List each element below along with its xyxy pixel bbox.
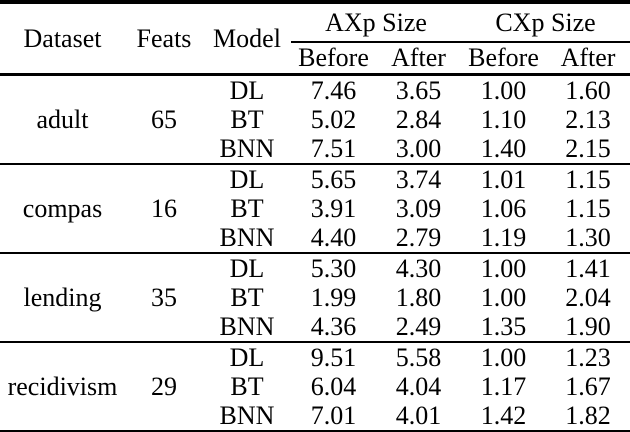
header-row-groups: Dataset Feats Model AXp Size CXp Size (0, 2, 630, 53)
axp-before-value: 5.65 (310, 165, 357, 194)
feats-count: 16 (151, 194, 177, 223)
model-name: DL (229, 165, 265, 194)
feats-count: 29 (151, 372, 177, 401)
table-row: BNN 7.01 4.01 1.42 1.82 (0, 401, 630, 432)
col-header-axp-after: After (391, 43, 446, 72)
axp-after-value: 4.01 (395, 401, 442, 430)
cxp-after-value: 1.60 (565, 76, 611, 105)
group-compas: compas 16 DL 5.65 3.74 1.01 1.15 BT 3.91… (0, 164, 630, 253)
cxp-after-value: 2.13 (565, 105, 611, 134)
table-row: BNN 4.36 2.49 1.35 1.90 (0, 312, 630, 342)
table-row: compas 16 DL 5.65 3.74 1.01 1.15 (0, 164, 630, 223)
axp-after-value: 2.49 (395, 312, 442, 341)
axp-before-value: 9.51 (310, 343, 357, 372)
axp-after-value: 3.09 (395, 194, 442, 223)
axp-before-value: 7.01 (310, 401, 357, 430)
cxp-after-value: 1.15 (565, 194, 611, 223)
cxp-after-value: 1.41 (565, 254, 611, 283)
dataset-name: lending (23, 283, 102, 312)
cxp-after-value: 1.90 (565, 312, 611, 341)
axp-before-value: 4.40 (310, 223, 357, 252)
axp-before-value: 7.51 (310, 134, 357, 163)
model-name: BNN (219, 223, 275, 252)
group-recidivism: recidivism 29 DL 9.51 5.58 1.00 1.23 BT … (0, 342, 630, 432)
axp-before-value: 5.02 (310, 105, 357, 134)
model-name: BNN (219, 134, 275, 163)
cxp-after-value: 1.67 (565, 372, 611, 401)
table-header: Dataset Feats Model AXp Size CXp Size Be… (0, 2, 630, 75)
axp-before-value: 6.04 (310, 372, 357, 401)
axp-after-value: 2.84 (395, 105, 442, 134)
cxp-after-value: 2.04 (565, 283, 611, 312)
cxp-before-value: 1.40 (480, 134, 527, 163)
table-row: BNN 7.51 3.00 1.40 2.15 (0, 134, 630, 164)
model-name: DL (229, 76, 265, 105)
model-name: BT (230, 105, 264, 134)
col-group-axp-size: AXp Size (291, 2, 462, 43)
model-name: DL (229, 254, 265, 283)
model-name: BNN (219, 312, 275, 341)
axp-after-value: 4.04 (395, 372, 442, 401)
col-group-cxp-size: CXp Size (461, 2, 630, 43)
axp-before-value: 5.30 (310, 254, 357, 283)
cxp-before-value: 1.35 (480, 312, 527, 341)
cxp-after-value: 1.23 (565, 343, 611, 372)
axp-after-value: 1.80 (395, 283, 442, 312)
col-header-cxp-before: Before (468, 43, 539, 72)
axp-before-value: 4.36 (310, 312, 357, 341)
cxp-before-value: 1.10 (480, 105, 527, 134)
col-header-axp-before: Before (298, 43, 369, 72)
axp-after-value: 3.65 (395, 76, 442, 105)
cxp-before-value: 1.19 (480, 223, 527, 252)
axp-before-value: 1.99 (310, 283, 357, 312)
axp-after-value: 2.79 (395, 223, 442, 252)
col-header-cxp-after: After (560, 43, 616, 72)
table-row: BT 1.99 1.80 1.00 2.04 (0, 283, 630, 312)
axp-after-value: 3.00 (395, 134, 442, 163)
cxp-before-value: 1.42 (480, 401, 527, 430)
model-name: BT (230, 194, 264, 223)
dataset-name: recidivism (7, 372, 118, 401)
cxp-before-value: 1.00 (480, 76, 527, 105)
table-row: BT 3.91 3.09 1.06 1.15 (0, 194, 630, 223)
group-adult: adult 65 DL 7.46 3.65 1.00 1.60 BT 5.02 … (0, 75, 630, 165)
model-name: DL (229, 343, 265, 372)
table-row: BNN 4.40 2.79 1.19 1.30 (0, 223, 630, 253)
cxp-after-value: 1.82 (565, 401, 611, 430)
axp-before-value: 7.46 (310, 76, 357, 105)
axp-before-value: 3.91 (310, 194, 357, 223)
table-row: BT 6.04 4.04 1.17 1.67 (0, 372, 630, 401)
axp-after-value: 4.30 (395, 254, 442, 283)
cxp-after-value: 1.15 (565, 165, 611, 194)
axp-after-value: 5.58 (395, 343, 442, 372)
table-row: recidivism 29 DL 9.51 5.58 1.00 1.23 (0, 342, 630, 401)
axp-after-value: 3.74 (395, 165, 442, 194)
dataset-name: compas (22, 194, 103, 223)
table-row: BT 5.02 2.84 1.10 2.13 (0, 105, 630, 134)
group-lending: lending 35 DL 5.30 4.30 1.00 1.41 BT 1.9… (0, 253, 630, 342)
cxp-before-value: 1.00 (480, 283, 527, 312)
cxp-after-value: 1.30 (565, 223, 611, 252)
col-header-dataset: Dataset (23, 23, 102, 53)
table-row: lending 35 DL 5.30 4.30 1.00 1.41 (0, 253, 630, 312)
model-name: BNN (219, 401, 275, 430)
model-name: BT (230, 372, 264, 401)
cxp-before-value: 1.06 (480, 194, 527, 223)
dataset-name: adult (36, 105, 89, 134)
cxp-before-value: 1.00 (480, 254, 527, 283)
feats-count: 35 (151, 283, 177, 312)
cxp-before-value: 1.00 (480, 343, 527, 372)
cxp-before-value: 1.01 (480, 165, 527, 194)
col-header-model: Model (213, 23, 281, 53)
model-name: BT (230, 283, 264, 312)
col-header-feats: Feats (136, 23, 192, 53)
feats-count: 65 (151, 105, 177, 134)
cxp-before-value: 1.17 (480, 372, 527, 401)
cxp-after-value: 2.15 (565, 134, 611, 163)
header-row-subcolumns: Before After Before After (0, 42, 630, 75)
table-row: adult 65 DL 7.46 3.65 1.00 1.60 (0, 75, 630, 134)
